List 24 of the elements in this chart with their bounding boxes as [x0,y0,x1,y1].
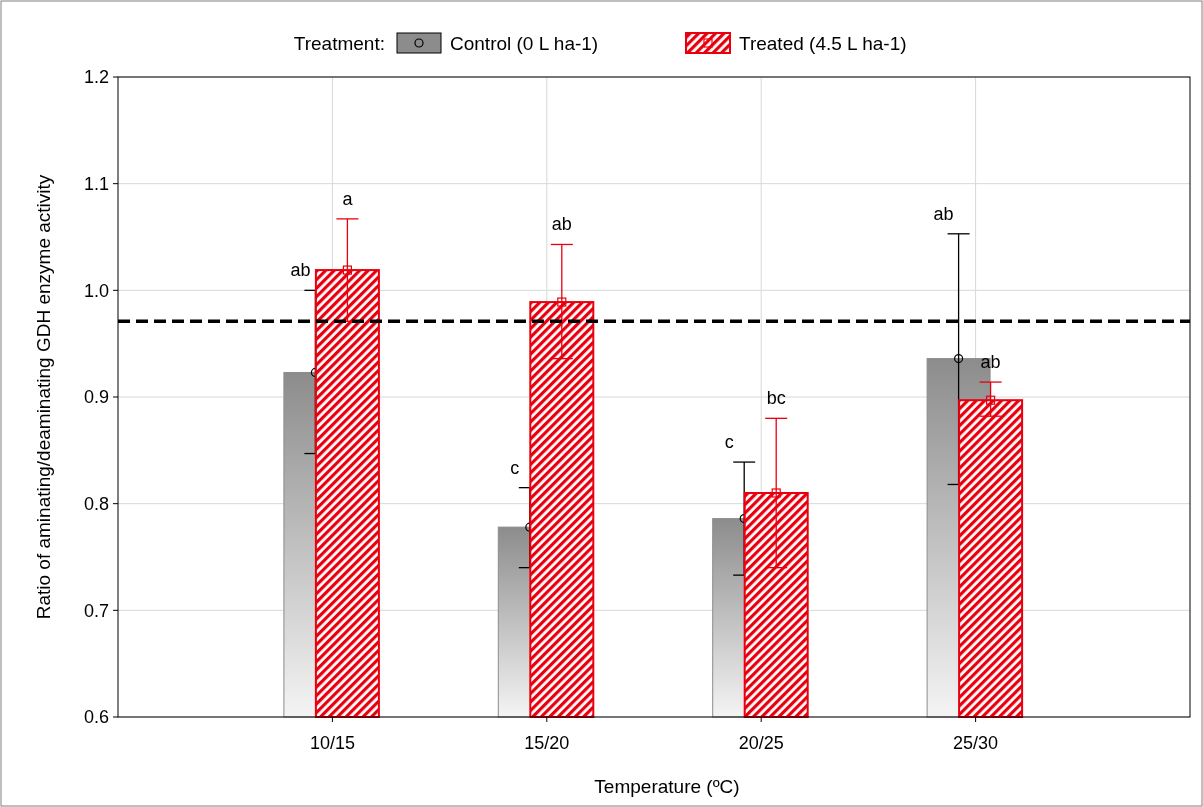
x-tick-label: 25/30 [953,733,999,753]
y-tick-label: 0.8 [83,493,109,514]
annotation: ab [933,203,954,224]
x-tick-label: 15/20 [524,733,570,753]
legend-label: Control (0 L ha-1) [450,33,599,54]
annotation: c [510,457,520,478]
annotation: c [724,432,734,453]
annotation: a [342,188,354,209]
y-axis-title: Ratio of aminating/deaminating GDH enzyme activity [33,174,54,620]
annotation: ab [290,260,311,281]
annotation: ab [980,352,1001,373]
y-tick-label: 0.6 [83,707,109,728]
legend-title: Treatment: [293,33,385,54]
x-tick-label: 10/15 [309,733,355,753]
x-axis-title: Temperature (ºC) [594,776,740,797]
y-tick-label: 1.0 [83,280,109,301]
legend-label: Treated (4.5 L ha-1) [739,33,907,54]
y-tick-label: 0.7 [83,600,109,621]
y-tick-label: 1.1 [83,173,109,194]
annotation: ab [551,214,572,235]
y-tick-label: 0.9 [83,387,109,408]
y-tick-label: 1.2 [83,67,109,88]
x-tick-label: 20/25 [738,733,784,753]
annotation: bc [766,388,786,409]
